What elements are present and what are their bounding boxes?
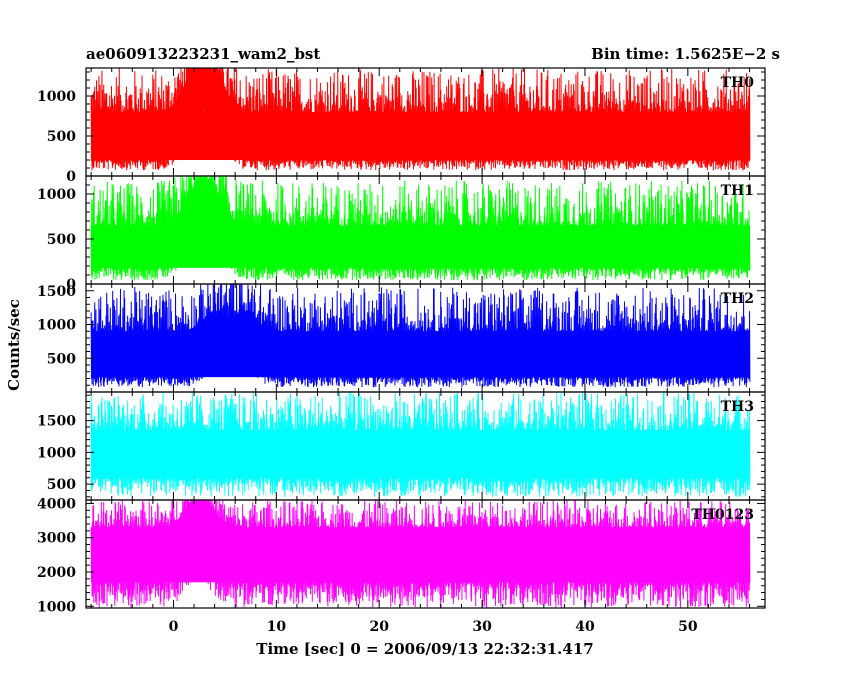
y-tick-label: 0	[66, 277, 76, 293]
y-tick-label: 1000	[37, 187, 76, 203]
bin-time-label: Bin time: 1.5625E−2 s	[591, 45, 780, 63]
series-line-th0123	[90, 500, 751, 608]
panel-label-th0: TH0	[721, 75, 755, 91]
panel-th2: 500 1000 1500 TH2	[37, 283, 766, 393]
panel-th0: 0 500 1000 TH0	[37, 67, 766, 185]
panel-label-th0123: TH0123	[691, 507, 754, 523]
y-tick-label: 3000	[37, 531, 76, 547]
series-line-th2	[90, 284, 751, 388]
series-line-th0	[90, 68, 751, 171]
y-tick-label: 500	[47, 129, 76, 145]
y-tick-label: 2000	[37, 565, 76, 581]
y-tick-label: 1000	[37, 445, 76, 461]
y-tick-label: 500	[47, 351, 76, 367]
y-tick-label: 1500	[37, 284, 76, 300]
panel-label-th1: TH1	[721, 183, 754, 199]
x-tick-label: 30	[472, 619, 492, 635]
panel-th3: 500 1000 1500 TH3	[37, 391, 766, 501]
y-tick-label: 500	[47, 232, 76, 248]
y-tick-label: 1000	[37, 89, 76, 105]
y-tick-label: 4000	[37, 496, 76, 512]
y-tick-label: 1500	[37, 414, 76, 430]
x-axis-label: Time [sec] 0 = 2006/09/13 22:32:31.417	[256, 640, 593, 658]
panel-th0123: 1000 2000 3000 4000 TH0123	[37, 496, 766, 615]
y-axis-label: Counts/sec	[5, 299, 23, 391]
y-tick-label: 500	[47, 477, 76, 493]
panel-th1: 0 500 1000 TH1	[37, 175, 766, 293]
panel-label-th3: TH3	[721, 399, 754, 415]
panel-label-th2: TH2	[721, 291, 754, 307]
x-tick-label: 20	[369, 619, 389, 635]
y-tick-label: 1000	[37, 599, 76, 615]
x-tick-label: 0	[169, 619, 179, 635]
y-tick-label: 0	[66, 169, 76, 185]
x-tick-label: 10	[267, 619, 287, 635]
x-tick-label: 40	[575, 619, 595, 635]
x-tick-label: 50	[678, 619, 698, 635]
panel-frame	[85, 499, 766, 609]
panels: 0 500 1000 TH0 0 500 1000 TH1 500 1000 1500 TH2 500 1…	[37, 67, 766, 615]
series-line-th3	[90, 392, 751, 497]
x-axis-tick-labels: 0 10 20 30 40 50	[169, 619, 698, 635]
series-line-th1	[90, 176, 751, 281]
y-tick-label: 1000	[37, 318, 76, 334]
chart-title: ae060913223231_wam2_bst	[86, 45, 320, 63]
